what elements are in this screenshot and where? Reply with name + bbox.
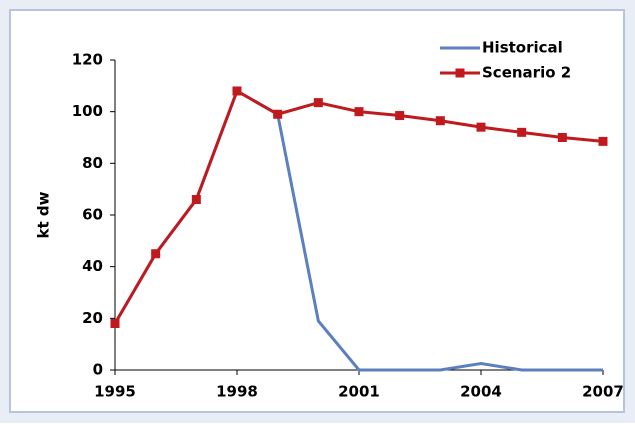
y-tick-label: 20 xyxy=(82,309,103,327)
y-tick-label: 120 xyxy=(72,51,103,69)
marker xyxy=(191,195,201,204)
marker xyxy=(273,109,283,119)
x-tick-label: 2007 xyxy=(582,383,624,401)
marker xyxy=(354,107,364,117)
marker xyxy=(557,133,567,142)
marker xyxy=(395,111,405,121)
y-tick-label: 60 xyxy=(82,206,103,224)
legend-marker xyxy=(455,68,465,78)
x-tick-label: 2001 xyxy=(338,383,380,401)
y-axis-label: kt dw xyxy=(35,191,53,238)
y-tick-label: 0 xyxy=(93,361,103,379)
marker xyxy=(110,319,120,328)
y-tick-label: 40 xyxy=(82,257,103,275)
chart-area xyxy=(9,9,625,413)
marker xyxy=(151,249,161,259)
x-tick-label: 2004 xyxy=(460,383,502,401)
y-tick-label: 100 xyxy=(72,102,103,120)
legend-label: Historical xyxy=(482,39,563,57)
marker xyxy=(598,136,608,146)
marker xyxy=(517,127,527,137)
legend-label: Scenario 2 xyxy=(482,64,571,82)
marker xyxy=(435,116,445,126)
y-tick-label: 80 xyxy=(82,154,103,172)
marker xyxy=(232,86,242,96)
x-tick-label: 1998 xyxy=(216,383,258,401)
x-tick-label: 1995 xyxy=(94,383,136,401)
marker xyxy=(476,122,486,132)
marker xyxy=(313,98,323,108)
